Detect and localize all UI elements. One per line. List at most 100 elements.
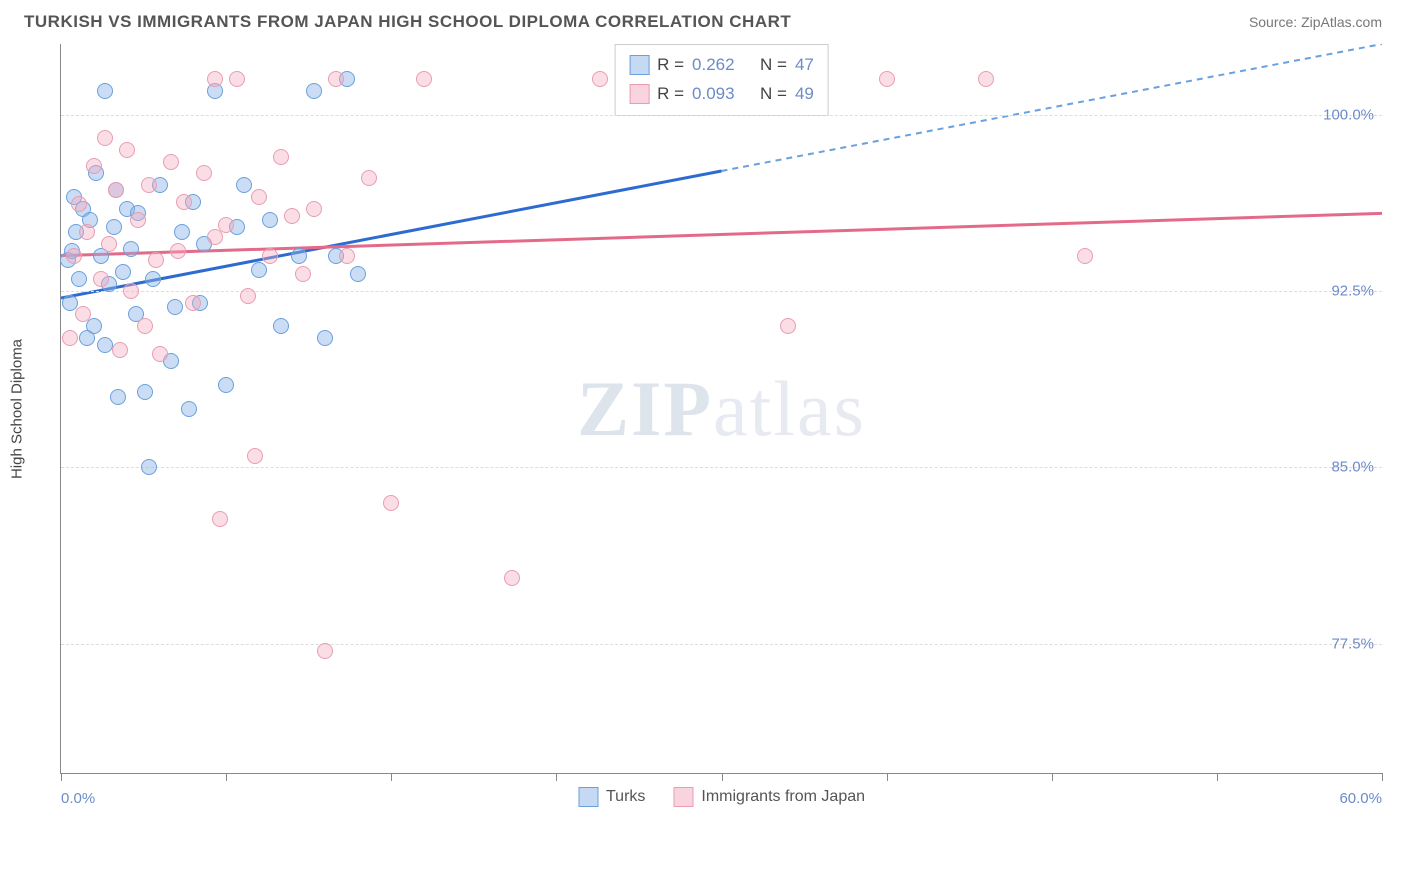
data-point: [339, 248, 355, 264]
legend-bottom: Turks Immigrants from Japan: [578, 787, 865, 807]
data-point: [236, 177, 252, 193]
data-point: [291, 248, 307, 264]
data-point: [71, 196, 87, 212]
chart-title: TURKISH VS IMMIGRANTS FROM JAPAN HIGH SC…: [24, 12, 791, 32]
data-point: [152, 346, 168, 362]
y-tick-label: 85.0%: [1331, 459, 1374, 476]
data-point: [196, 165, 212, 181]
r-value: 0.262: [692, 51, 735, 80]
data-point: [93, 271, 109, 287]
data-point: [229, 71, 245, 87]
swatch-blue: [629, 55, 649, 75]
data-point: [167, 299, 183, 315]
plot-wrap: High School Diploma ZIPatlas R = 0.262 N…: [60, 44, 1382, 814]
data-point: [207, 71, 223, 87]
data-point: [262, 212, 278, 228]
data-point: [71, 271, 87, 287]
watermark: ZIPatlas: [577, 364, 866, 454]
n-value: 49: [795, 80, 814, 109]
data-point: [97, 83, 113, 99]
legend-stats-row: R = 0.093 N = 49: [629, 80, 814, 109]
data-point: [101, 236, 117, 252]
data-point: [181, 401, 197, 417]
data-point: [66, 248, 82, 264]
legend-label: Immigrants from Japan: [701, 788, 865, 806]
data-point: [262, 248, 278, 264]
y-tick-label: 92.5%: [1331, 282, 1374, 299]
grid-line: [61, 467, 1382, 468]
data-point: [106, 219, 122, 235]
data-point: [185, 295, 201, 311]
data-point: [148, 252, 164, 268]
data-point: [317, 643, 333, 659]
x-tick: [887, 773, 888, 781]
data-point: [317, 330, 333, 346]
data-point: [163, 154, 179, 170]
r-label: R =: [657, 80, 684, 109]
legend-item: Immigrants from Japan: [673, 787, 865, 807]
data-point: [97, 130, 113, 146]
data-point: [328, 71, 344, 87]
x-tick: [1052, 773, 1053, 781]
data-point: [350, 266, 366, 282]
data-point: [137, 384, 153, 400]
data-point: [145, 271, 161, 287]
data-point: [123, 241, 139, 257]
source-label: Source: ZipAtlas.com: [1249, 14, 1382, 30]
data-point: [86, 318, 102, 334]
grid-line: [61, 644, 1382, 645]
legend-stats: R = 0.262 N = 47 R = 0.093 N = 49: [614, 44, 829, 116]
data-point: [123, 283, 139, 299]
data-point: [110, 389, 126, 405]
n-label: N =: [760, 51, 787, 80]
data-point: [273, 318, 289, 334]
data-point: [75, 306, 91, 322]
y-axis-label: High School Diploma: [9, 338, 26, 478]
trend-lines: [61, 44, 1382, 773]
y-tick-label: 77.5%: [1331, 635, 1374, 652]
data-point: [383, 495, 399, 511]
x-axis-max: 60.0%: [1339, 790, 1382, 807]
x-tick: [391, 773, 392, 781]
data-point: [284, 208, 300, 224]
x-tick: [226, 773, 227, 781]
data-point: [240, 288, 256, 304]
data-point: [170, 243, 186, 259]
data-point: [251, 189, 267, 205]
data-point: [504, 570, 520, 586]
data-point: [251, 262, 267, 278]
data-point: [115, 264, 131, 280]
data-point: [176, 194, 192, 210]
x-tick: [1217, 773, 1218, 781]
data-point: [141, 177, 157, 193]
r-value: 0.093: [692, 80, 735, 109]
data-point: [780, 318, 796, 334]
data-point: [247, 448, 263, 464]
grid-line: [61, 291, 1382, 292]
data-point: [174, 224, 190, 240]
data-point: [361, 170, 377, 186]
legend-label: Turks: [606, 788, 645, 806]
data-point: [273, 149, 289, 165]
n-value: 47: [795, 51, 814, 80]
x-tick: [1382, 773, 1383, 781]
data-point: [130, 212, 146, 228]
x-tick: [722, 773, 723, 781]
x-tick: [61, 773, 62, 781]
data-point: [97, 337, 113, 353]
n-label: N =: [760, 80, 787, 109]
data-point: [119, 142, 135, 158]
plot-area: High School Diploma ZIPatlas R = 0.262 N…: [60, 44, 1382, 774]
data-point: [108, 182, 124, 198]
data-point: [416, 71, 432, 87]
data-point: [79, 224, 95, 240]
data-point: [1077, 248, 1093, 264]
x-tick: [556, 773, 557, 781]
data-point: [141, 459, 157, 475]
swatch-pink: [673, 787, 693, 807]
data-point: [137, 318, 153, 334]
data-point: [62, 295, 78, 311]
data-point: [592, 71, 608, 87]
data-point: [86, 158, 102, 174]
data-point: [306, 201, 322, 217]
